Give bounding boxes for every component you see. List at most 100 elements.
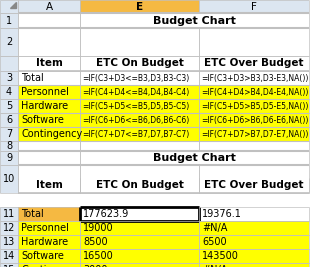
Bar (80, 71, 199, 85)
Text: 1: 1 (6, 15, 12, 26)
Bar (0, 13, 18, 28)
Text: =IF(C5+D5>B5,D5-E5,NA()): =IF(C5+D5>B5,D5-E5,NA()) (201, 101, 308, 111)
Text: =IF(C5+D5<=B5,D5,B5-C5): =IF(C5+D5<=B5,D5,B5-C5) (82, 101, 189, 111)
Text: =IF(C6+D6<=B6,D6,B6-C6): =IF(C6+D6<=B6,D6,B6-C6) (82, 116, 189, 124)
Text: 9: 9 (6, 153, 12, 163)
Bar (199, 113, 309, 127)
Bar (80, 151, 309, 165)
Bar (18, 28, 80, 56)
Text: Hardware: Hardware (21, 237, 68, 247)
Bar (18, 221, 80, 235)
Text: 6500: 6500 (202, 237, 227, 247)
Bar (18, 85, 80, 99)
Bar (18, 113, 80, 127)
Text: 10: 10 (3, 174, 15, 184)
Text: #N/A: #N/A (202, 265, 227, 267)
Bar (0, 141, 18, 151)
Text: Item: Item (36, 180, 62, 190)
Text: =IF(C7+D7<=B7,D7,B7-C7): =IF(C7+D7<=B7,D7,B7-C7) (82, 129, 189, 139)
Text: ETC Over Budget: ETC Over Budget (204, 58, 304, 69)
Text: 6: 6 (6, 115, 12, 125)
Bar (18, 71, 80, 85)
Text: 7: 7 (6, 129, 12, 139)
Bar (18, 165, 80, 193)
Bar (18, 13, 80, 28)
Text: 11: 11 (3, 209, 15, 219)
Text: 13: 13 (3, 237, 15, 247)
Text: 143500: 143500 (202, 251, 239, 261)
Bar (18, 127, 80, 141)
Text: =IF(C6+D6>B6,D6-E6,NA()): =IF(C6+D6>B6,D6-E6,NA()) (201, 116, 308, 124)
Text: 2: 2 (6, 37, 12, 47)
Text: 16500: 16500 (83, 251, 114, 261)
Text: 177623.9: 177623.9 (83, 209, 129, 219)
Text: Personnel: Personnel (21, 87, 69, 97)
Bar (80, 28, 199, 56)
Bar (0, 71, 18, 85)
Text: Budget Chart: Budget Chart (153, 153, 236, 163)
Text: Contingency: Contingency (21, 129, 82, 139)
Bar (18, 249, 80, 263)
Bar (0, 127, 18, 141)
Bar (199, 249, 309, 263)
Bar (199, 235, 309, 249)
Bar (80, 165, 199, 193)
Bar (80, 127, 199, 141)
Bar (18, 99, 80, 113)
Bar (18, 0, 80, 13)
Bar (80, 56, 199, 71)
Text: ETC On Budget: ETC On Budget (95, 58, 183, 69)
Text: Software: Software (21, 115, 64, 125)
Bar (199, 263, 309, 267)
Bar (0, 235, 18, 249)
Polygon shape (10, 2, 16, 8)
Text: 19376.1: 19376.1 (202, 209, 242, 219)
Bar (80, 13, 309, 28)
Text: 3000: 3000 (83, 265, 107, 267)
Text: Total: Total (21, 209, 44, 219)
Bar (0, 113, 18, 127)
Text: F: F (251, 2, 257, 11)
Bar (18, 178, 80, 193)
Text: 5: 5 (6, 101, 12, 111)
Bar (0, 151, 18, 165)
Text: 12: 12 (3, 223, 15, 233)
Bar (0, 85, 18, 99)
Text: ETC On Budget: ETC On Budget (95, 180, 183, 190)
Text: 4: 4 (6, 87, 12, 97)
Text: 8500: 8500 (83, 237, 108, 247)
Bar (199, 221, 309, 235)
Text: #N/A: #N/A (202, 223, 227, 233)
Bar (199, 56, 309, 71)
Bar (80, 221, 199, 235)
Text: 3: 3 (6, 73, 12, 83)
Text: Personnel: Personnel (21, 223, 69, 233)
Text: 19000: 19000 (83, 223, 114, 233)
Bar (0, 207, 18, 221)
Bar (0, 99, 18, 113)
Bar (18, 235, 80, 249)
Bar (80, 263, 199, 267)
Bar (80, 85, 199, 99)
Text: 15: 15 (3, 265, 15, 267)
Bar (18, 151, 80, 165)
Bar (18, 207, 80, 221)
Bar (80, 141, 199, 151)
Bar (199, 178, 309, 193)
Bar (18, 263, 80, 267)
Text: Item: Item (36, 58, 62, 69)
Bar (80, 0, 199, 13)
Text: ETC Over Budget: ETC Over Budget (204, 180, 304, 190)
Text: A: A (45, 2, 53, 11)
Bar (80, 99, 199, 113)
Bar (0, 28, 18, 56)
Text: 14: 14 (3, 251, 15, 261)
Text: =IF(C4+D4>B4,D4-E4,NA()): =IF(C4+D4>B4,D4-E4,NA()) (201, 88, 308, 96)
Text: =IF(C4+D4<=B4,D4,B4-C4): =IF(C4+D4<=B4,D4,B4-C4) (82, 88, 189, 96)
Text: Total: Total (21, 73, 44, 83)
Bar (199, 0, 309, 13)
Bar (199, 99, 309, 113)
Bar (0, 0, 18, 13)
Bar (80, 113, 199, 127)
Bar (199, 71, 309, 85)
